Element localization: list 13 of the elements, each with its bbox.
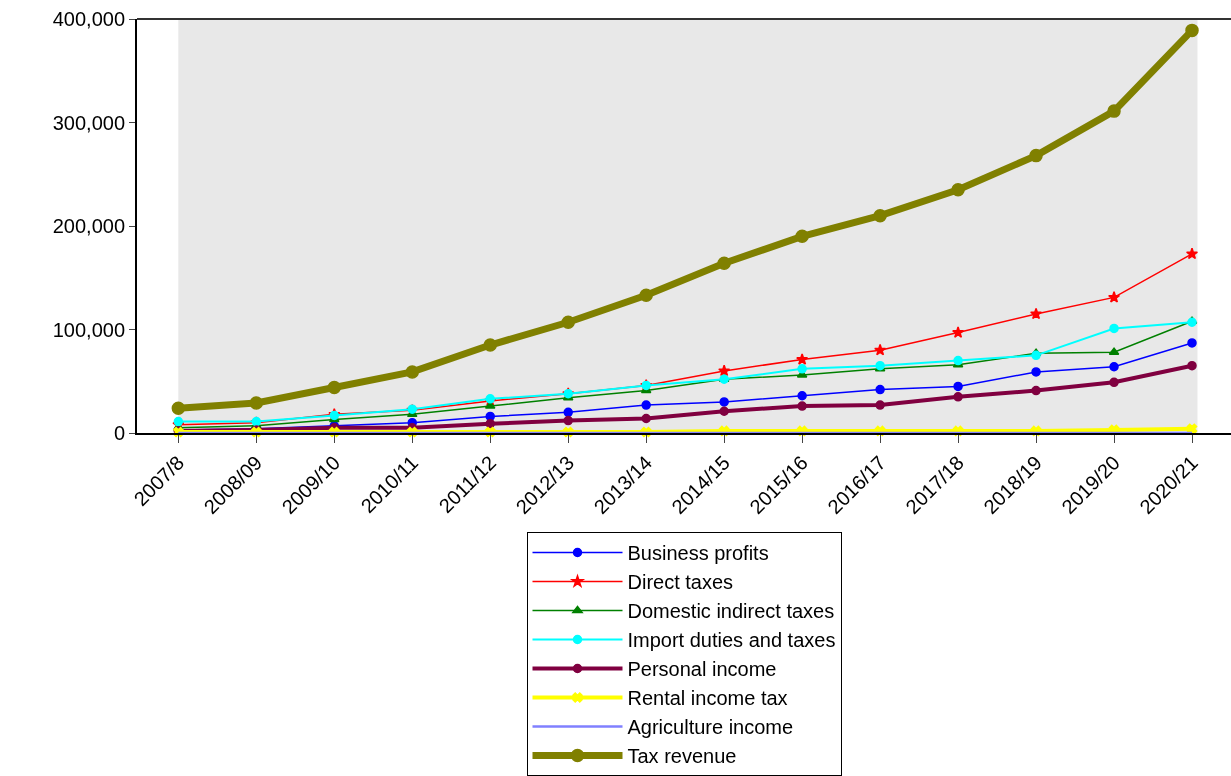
y-tick-label: 400,000: [52, 8, 125, 30]
legend-label: Domestic indirect taxes: [627, 600, 835, 623]
y-tick-label: 300,000: [52, 111, 125, 134]
legend-label: Tax revenue: [627, 745, 737, 768]
legend-label: Import duties and taxes: [627, 629, 836, 652]
y-tick-label: 100,000: [52, 318, 125, 341]
y-tick-label: 200,000: [52, 215, 125, 237]
legend-label: Personal income: [627, 658, 777, 681]
legend-label: Business profits: [627, 542, 769, 565]
legend-label: Rental income tax: [627, 687, 788, 710]
y-tick-label: 0: [113, 422, 125, 444]
legend-label: Direct taxes: [627, 571, 734, 594]
legend-label: Agriculture income: [627, 716, 794, 739]
